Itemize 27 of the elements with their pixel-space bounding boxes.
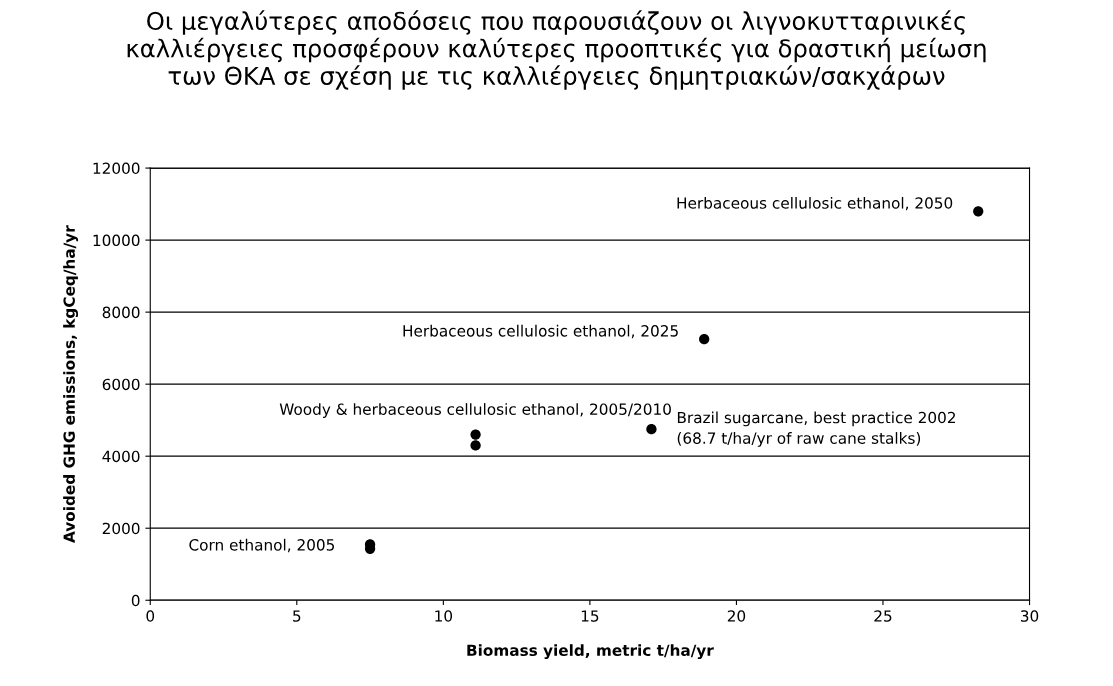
annotation: Herbaceous cellulosic ethanol, 2025 (403, 324, 678, 339)
point (470, 440, 481, 451)
chart-title: Οι μεγαλύτερες αποδόσεις που παρουσιάζουν οι λιγνοκυτταρινικές καλλιέργειες προσφέρουν καλύτερες προοπτικές για δραστική μείωση των ΘΚΑ σε σχέση με τις καλλιέργειες δημητριακών/σακχάρων (127, 10, 986, 90)
x-tick-label: 0 (146, 610, 155, 622)
point (470, 429, 481, 440)
point (646, 424, 657, 435)
y-tick-label: 10000 (93, 234, 140, 247)
annotation: Corn ethanol, 2005 (189, 538, 335, 553)
x-tick-label: 15 (581, 610, 599, 622)
annotation: Brazil sugarcane, best practice 2002 (68.7 t/ha/yr of raw cane stalks) (677, 411, 956, 447)
y-tick-label: 12000 (93, 162, 140, 175)
annotation: Woody & herbaceous cellulosic ethanol, 2005/2010 (279, 403, 671, 418)
point (973, 206, 984, 217)
y-tick-label: 6000 (102, 378, 140, 391)
x-tick-label: 25 (874, 610, 892, 622)
x-tick-label: 20 (727, 610, 746, 622)
x-axis-title: Biomass yield, metric t/ha/yr (467, 644, 714, 660)
y-tick-label: 8000 (102, 306, 140, 319)
x-tick-label: 30 (1020, 610, 1039, 622)
x-tick-label: 10 (435, 610, 453, 622)
y-tick-label: 2000 (102, 522, 140, 535)
x-tick-label: 5 (293, 610, 301, 622)
point (699, 333, 710, 345)
annotation: Herbaceous cellulosic ethanol, 2050 (677, 196, 953, 211)
y-axis-title: Avoided GHG emissions, kgCeq/ha/yr (63, 225, 79, 543)
y-tick-label: 4000 (102, 450, 140, 463)
y-tick-label: 0 (131, 594, 140, 607)
